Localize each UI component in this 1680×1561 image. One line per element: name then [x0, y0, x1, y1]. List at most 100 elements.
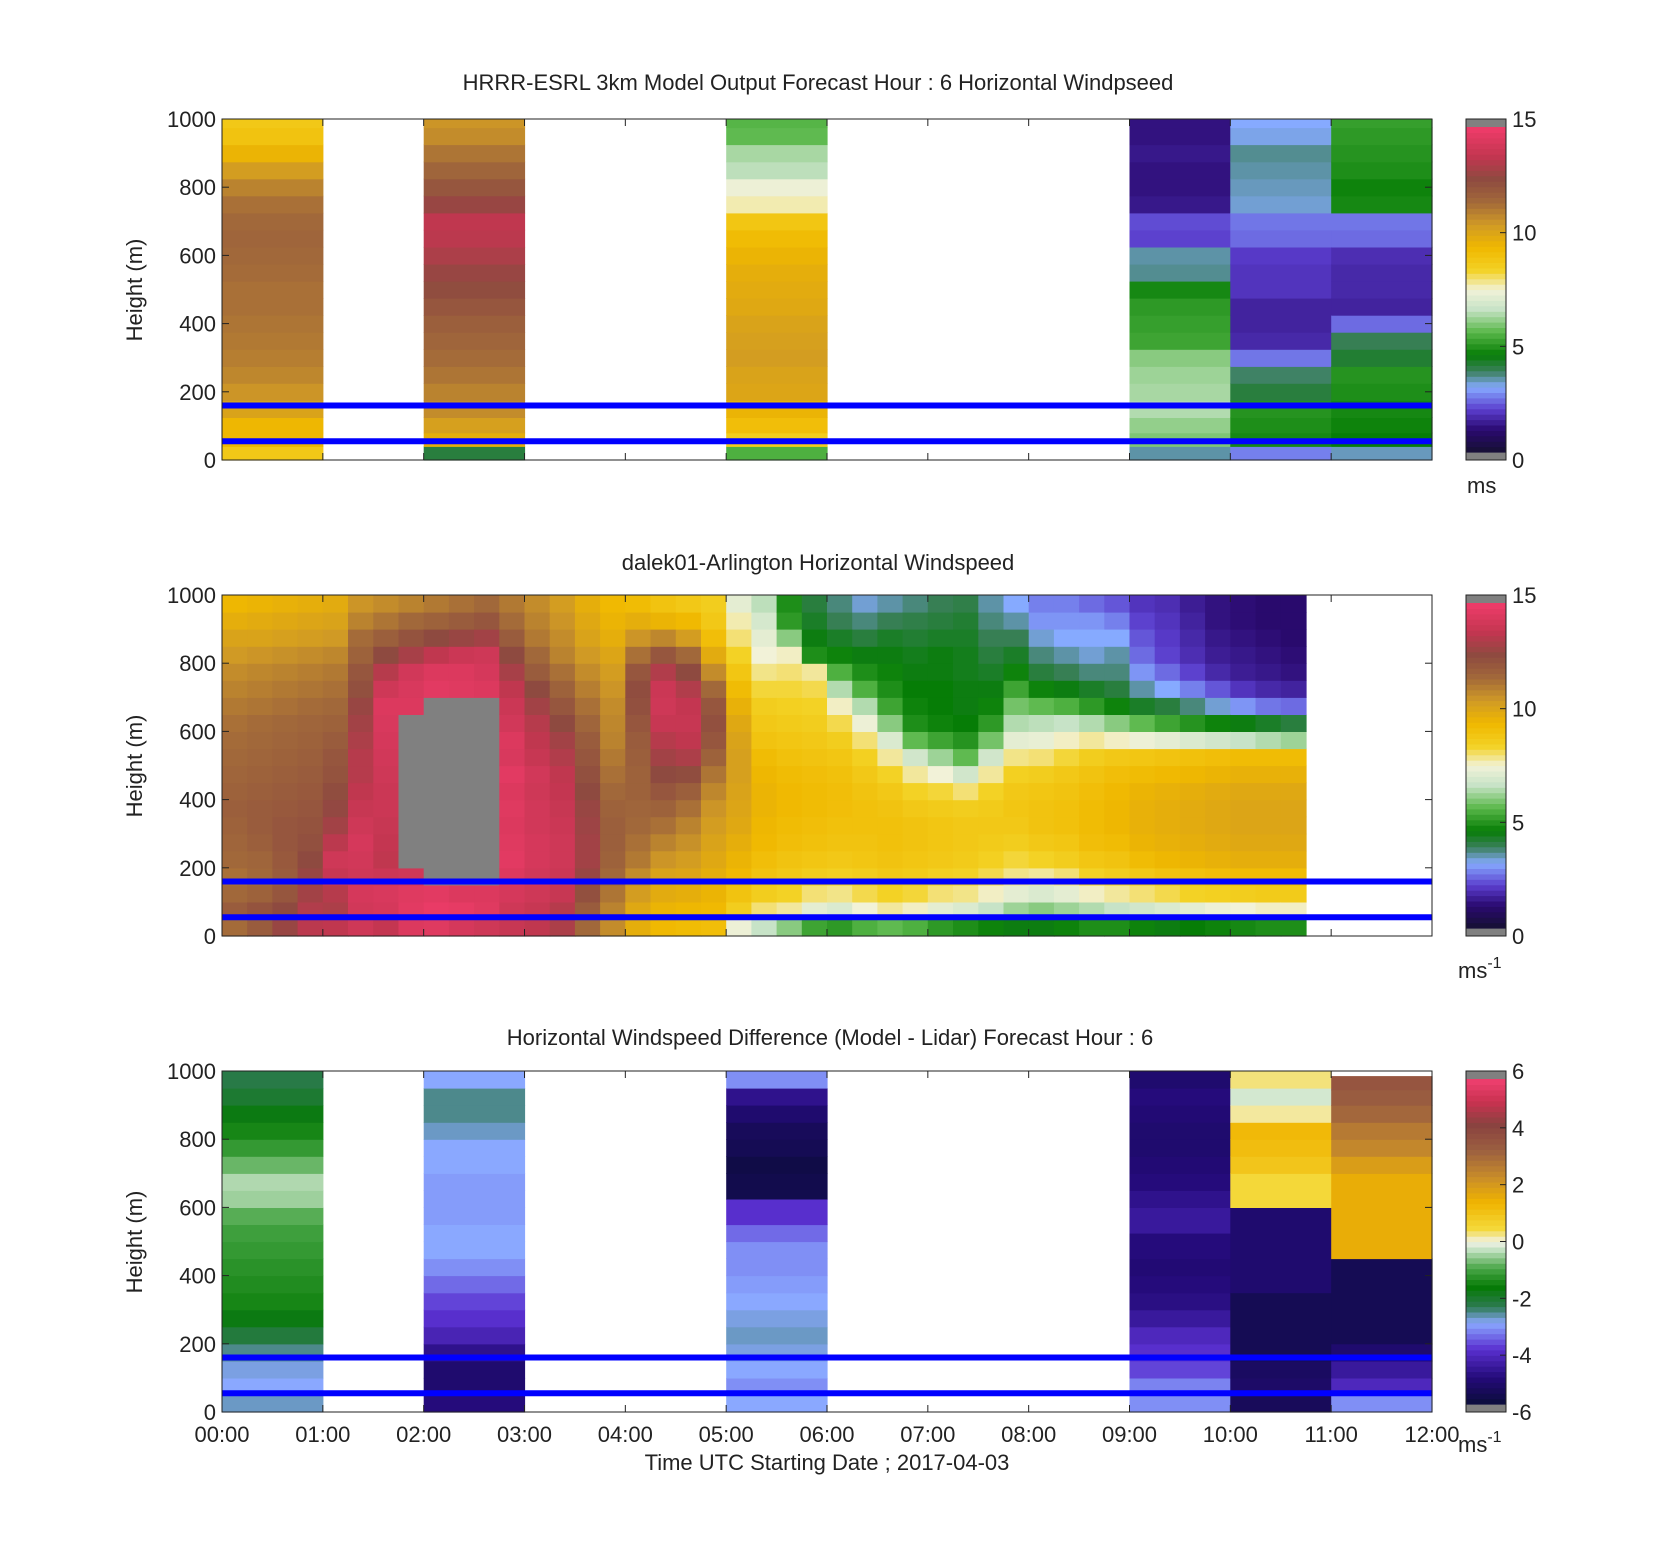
- heatmap-cell: [297, 765, 324, 784]
- heatmap-cell: [953, 714, 979, 732]
- heatmap-cell: [549, 799, 576, 818]
- heatmap-cell: [600, 748, 626, 767]
- heatmap-cell: [726, 366, 828, 384]
- heatmap-cell: [448, 833, 475, 852]
- heatmap-cell: [1129, 119, 1231, 129]
- heatmap-cell: [448, 714, 475, 732]
- colorbar-segment: [1466, 284, 1506, 291]
- heatmap-cell: [1230, 144, 1332, 163]
- heatmap-cell: [1104, 850, 1131, 869]
- heatmap-cell: [726, 161, 828, 180]
- heatmap-cell: [373, 850, 400, 869]
- heatmap-cell: [1331, 446, 1433, 461]
- colorbar-segment: [1466, 1089, 1506, 1096]
- heatmap-cell: [1154, 884, 1181, 903]
- heatmap-cell: [1129, 315, 1231, 333]
- colorbar-segment: [1466, 1176, 1506, 1183]
- heatmap-cell: [1003, 731, 1030, 750]
- heatmap-cell: [1205, 782, 1231, 801]
- heatmap-cell: [1053, 595, 1080, 613]
- heatmap-cell: [902, 919, 929, 937]
- heatmap-cell: [423, 782, 450, 801]
- heatmap-cell: [348, 919, 374, 937]
- heatmap-cell: [1179, 595, 1206, 613]
- colorbar-tick-label: 5: [1512, 334, 1524, 359]
- heatmap-cell: [978, 799, 1005, 818]
- heatmap-cell: [247, 884, 273, 903]
- heatmap-cell: [801, 748, 828, 767]
- heatmap-cell: [1179, 884, 1206, 903]
- heatmap-cell: [272, 646, 299, 664]
- heatmap-cell: [1230, 178, 1332, 197]
- heatmap-cell: [1205, 663, 1231, 681]
- heatmap-cell: [322, 833, 349, 852]
- panel-difference: Horizontal Windspeed Difference (Model -…: [122, 1025, 1532, 1475]
- heatmap-cell: [423, 1173, 526, 1191]
- colorbar-segment: [1466, 354, 1506, 361]
- heatmap-cell: [625, 714, 652, 732]
- heatmap-cell: [1053, 850, 1080, 869]
- y-tick-label: 600: [179, 243, 216, 268]
- colorbar-segment: [1466, 1246, 1506, 1253]
- y-tick-label: 400: [179, 312, 216, 337]
- heatmap-cell: [1179, 748, 1206, 767]
- heatmap-cell: [549, 595, 576, 613]
- heatmap-cell: [1053, 629, 1080, 647]
- heatmap-cell: [423, 144, 526, 163]
- heatmap-cell: [1154, 816, 1181, 835]
- colorbar-segment: [1466, 338, 1506, 345]
- heatmap-cell: [524, 731, 551, 750]
- heatmap-cell: [1331, 366, 1433, 384]
- heatmap-cell: [675, 646, 702, 664]
- heatmap-cell: [675, 816, 702, 835]
- heatmap-cell: [448, 697, 475, 715]
- heatmap-cell: [776, 833, 803, 852]
- colorbar-segment: [1466, 705, 1506, 712]
- heatmap-cell: [1179, 799, 1206, 818]
- heatmap-cell: [726, 612, 752, 630]
- heatmap-cell: [1230, 1105, 1332, 1123]
- heatmap-cell: [1104, 612, 1131, 630]
- heatmap-cell: [549, 850, 576, 869]
- heatmap-cell: [1104, 595, 1131, 613]
- heatmap-cell: [549, 782, 576, 801]
- colorbar-segment: [1466, 619, 1506, 626]
- heatmap-cell: [423, 127, 526, 146]
- heatmap-cell: [423, 246, 526, 265]
- heatmap-cell: [1079, 731, 1105, 750]
- colorbar-segment: [1466, 424, 1506, 431]
- heatmap-cell: [524, 714, 551, 732]
- colorbar-segment: [1466, 749, 1506, 756]
- heatmap-cell: [1028, 595, 1055, 613]
- heatmap-cell: [1230, 1395, 1332, 1413]
- heatmap-cell: [1205, 646, 1231, 664]
- colorbar-segment: [1466, 322, 1506, 328]
- heatmap-cell: [650, 714, 677, 732]
- heatmap-cell: [322, 816, 349, 835]
- heatmap-cell: [524, 850, 551, 869]
- heatmap-cell: [877, 663, 904, 681]
- heatmap-cell: [978, 714, 1005, 732]
- heatmap-cell: [927, 612, 954, 630]
- heatmap-cell: [726, 799, 752, 818]
- heatmap-cell: [524, 663, 551, 681]
- heatmap-cell: [625, 646, 652, 664]
- colorbar-segment: [1466, 852, 1506, 859]
- heatmap-cell: [1079, 748, 1105, 767]
- colorbar-segment: [1466, 678, 1506, 685]
- colorbar-frame: [1465, 594, 1507, 937]
- heatmap-cell: [625, 816, 652, 835]
- heatmap-cell: [953, 748, 979, 767]
- heatmap-cell: [625, 765, 652, 784]
- heatmap-cell: [751, 663, 778, 681]
- heatmap-cell: [1028, 663, 1055, 681]
- heatmap-cell: [1331, 119, 1433, 129]
- heatmap-cell: [1230, 1292, 1332, 1362]
- heatmap-cell: [1129, 1309, 1231, 1328]
- heatmap-cell: [852, 919, 878, 937]
- heatmap-cell: [1230, 1071, 1332, 1089]
- heatmap-cell: [222, 298, 324, 316]
- heatmap-cell: [751, 833, 778, 852]
- colorbar-segment: [1466, 613, 1506, 620]
- heatmap-cell: [726, 850, 752, 869]
